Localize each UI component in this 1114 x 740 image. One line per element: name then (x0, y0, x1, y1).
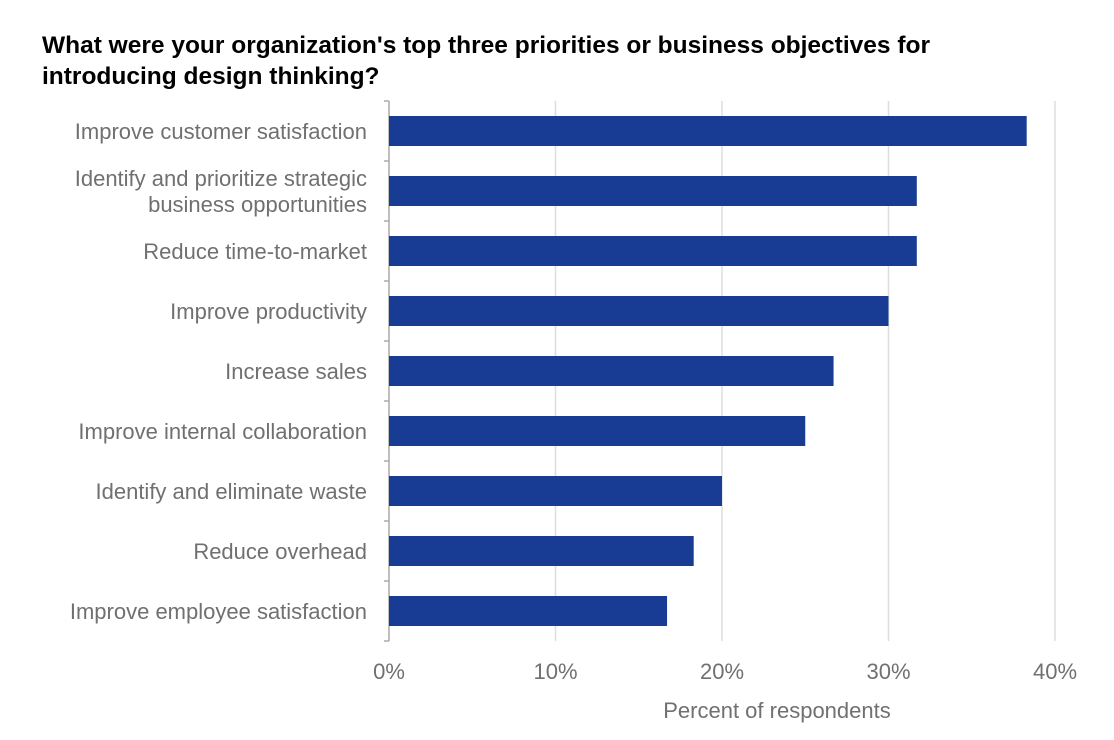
bar (389, 116, 1027, 146)
category-label: Reduce overhead (193, 539, 367, 564)
bar (389, 176, 917, 206)
category-label-line: Increase sales (225, 359, 367, 384)
bars (389, 116, 1027, 626)
bar (389, 596, 668, 626)
x-tick-label: 10% (533, 659, 577, 684)
category-label-line: Improve employee satisfaction (70, 599, 367, 624)
bar (389, 476, 722, 506)
x-axis-title: Percent of respondents (663, 698, 890, 723)
category-label-line: Improve customer satisfaction (75, 119, 367, 144)
x-tick-label: 40% (1033, 659, 1077, 684)
bar (389, 536, 694, 566)
x-tick-label: 0% (373, 659, 405, 684)
x-tick-labels: 0% 10% 20% 30% 40% (373, 659, 1077, 684)
category-labels: Improve customer satisfaction Identify an… (70, 119, 367, 624)
y-axis (384, 100, 390, 642)
category-label: Improve productivity (170, 299, 367, 324)
category-label-line: Reduce overhead (193, 539, 367, 564)
bar (389, 236, 917, 266)
category-label: Identify and prioritize strategic busines… (75, 166, 367, 217)
category-label-line: business opportunities (148, 192, 367, 217)
x-tick-label: 30% (866, 659, 910, 684)
bar (389, 356, 834, 386)
category-label: Identify and eliminate waste (96, 479, 368, 504)
bar (389, 296, 889, 326)
category-label: Improve employee satisfaction (70, 599, 367, 624)
bar (389, 416, 806, 446)
category-label-line: Improve internal collaboration (78, 419, 367, 444)
category-label: Improve customer satisfaction (75, 119, 367, 144)
category-label-line: Improve productivity (170, 299, 367, 324)
category-label-line: Reduce time-to-market (143, 239, 367, 264)
category-label: Reduce time-to-market (143, 239, 367, 264)
chart-title: What were your organization's top three … (42, 32, 930, 90)
x-tick-label: 20% (700, 659, 744, 684)
category-label-line: Identify and prioritize strategic (75, 166, 367, 191)
category-label-line: Identify and eliminate waste (96, 479, 368, 504)
category-label: Increase sales (225, 359, 367, 384)
category-label: Improve internal collaboration (78, 419, 367, 444)
